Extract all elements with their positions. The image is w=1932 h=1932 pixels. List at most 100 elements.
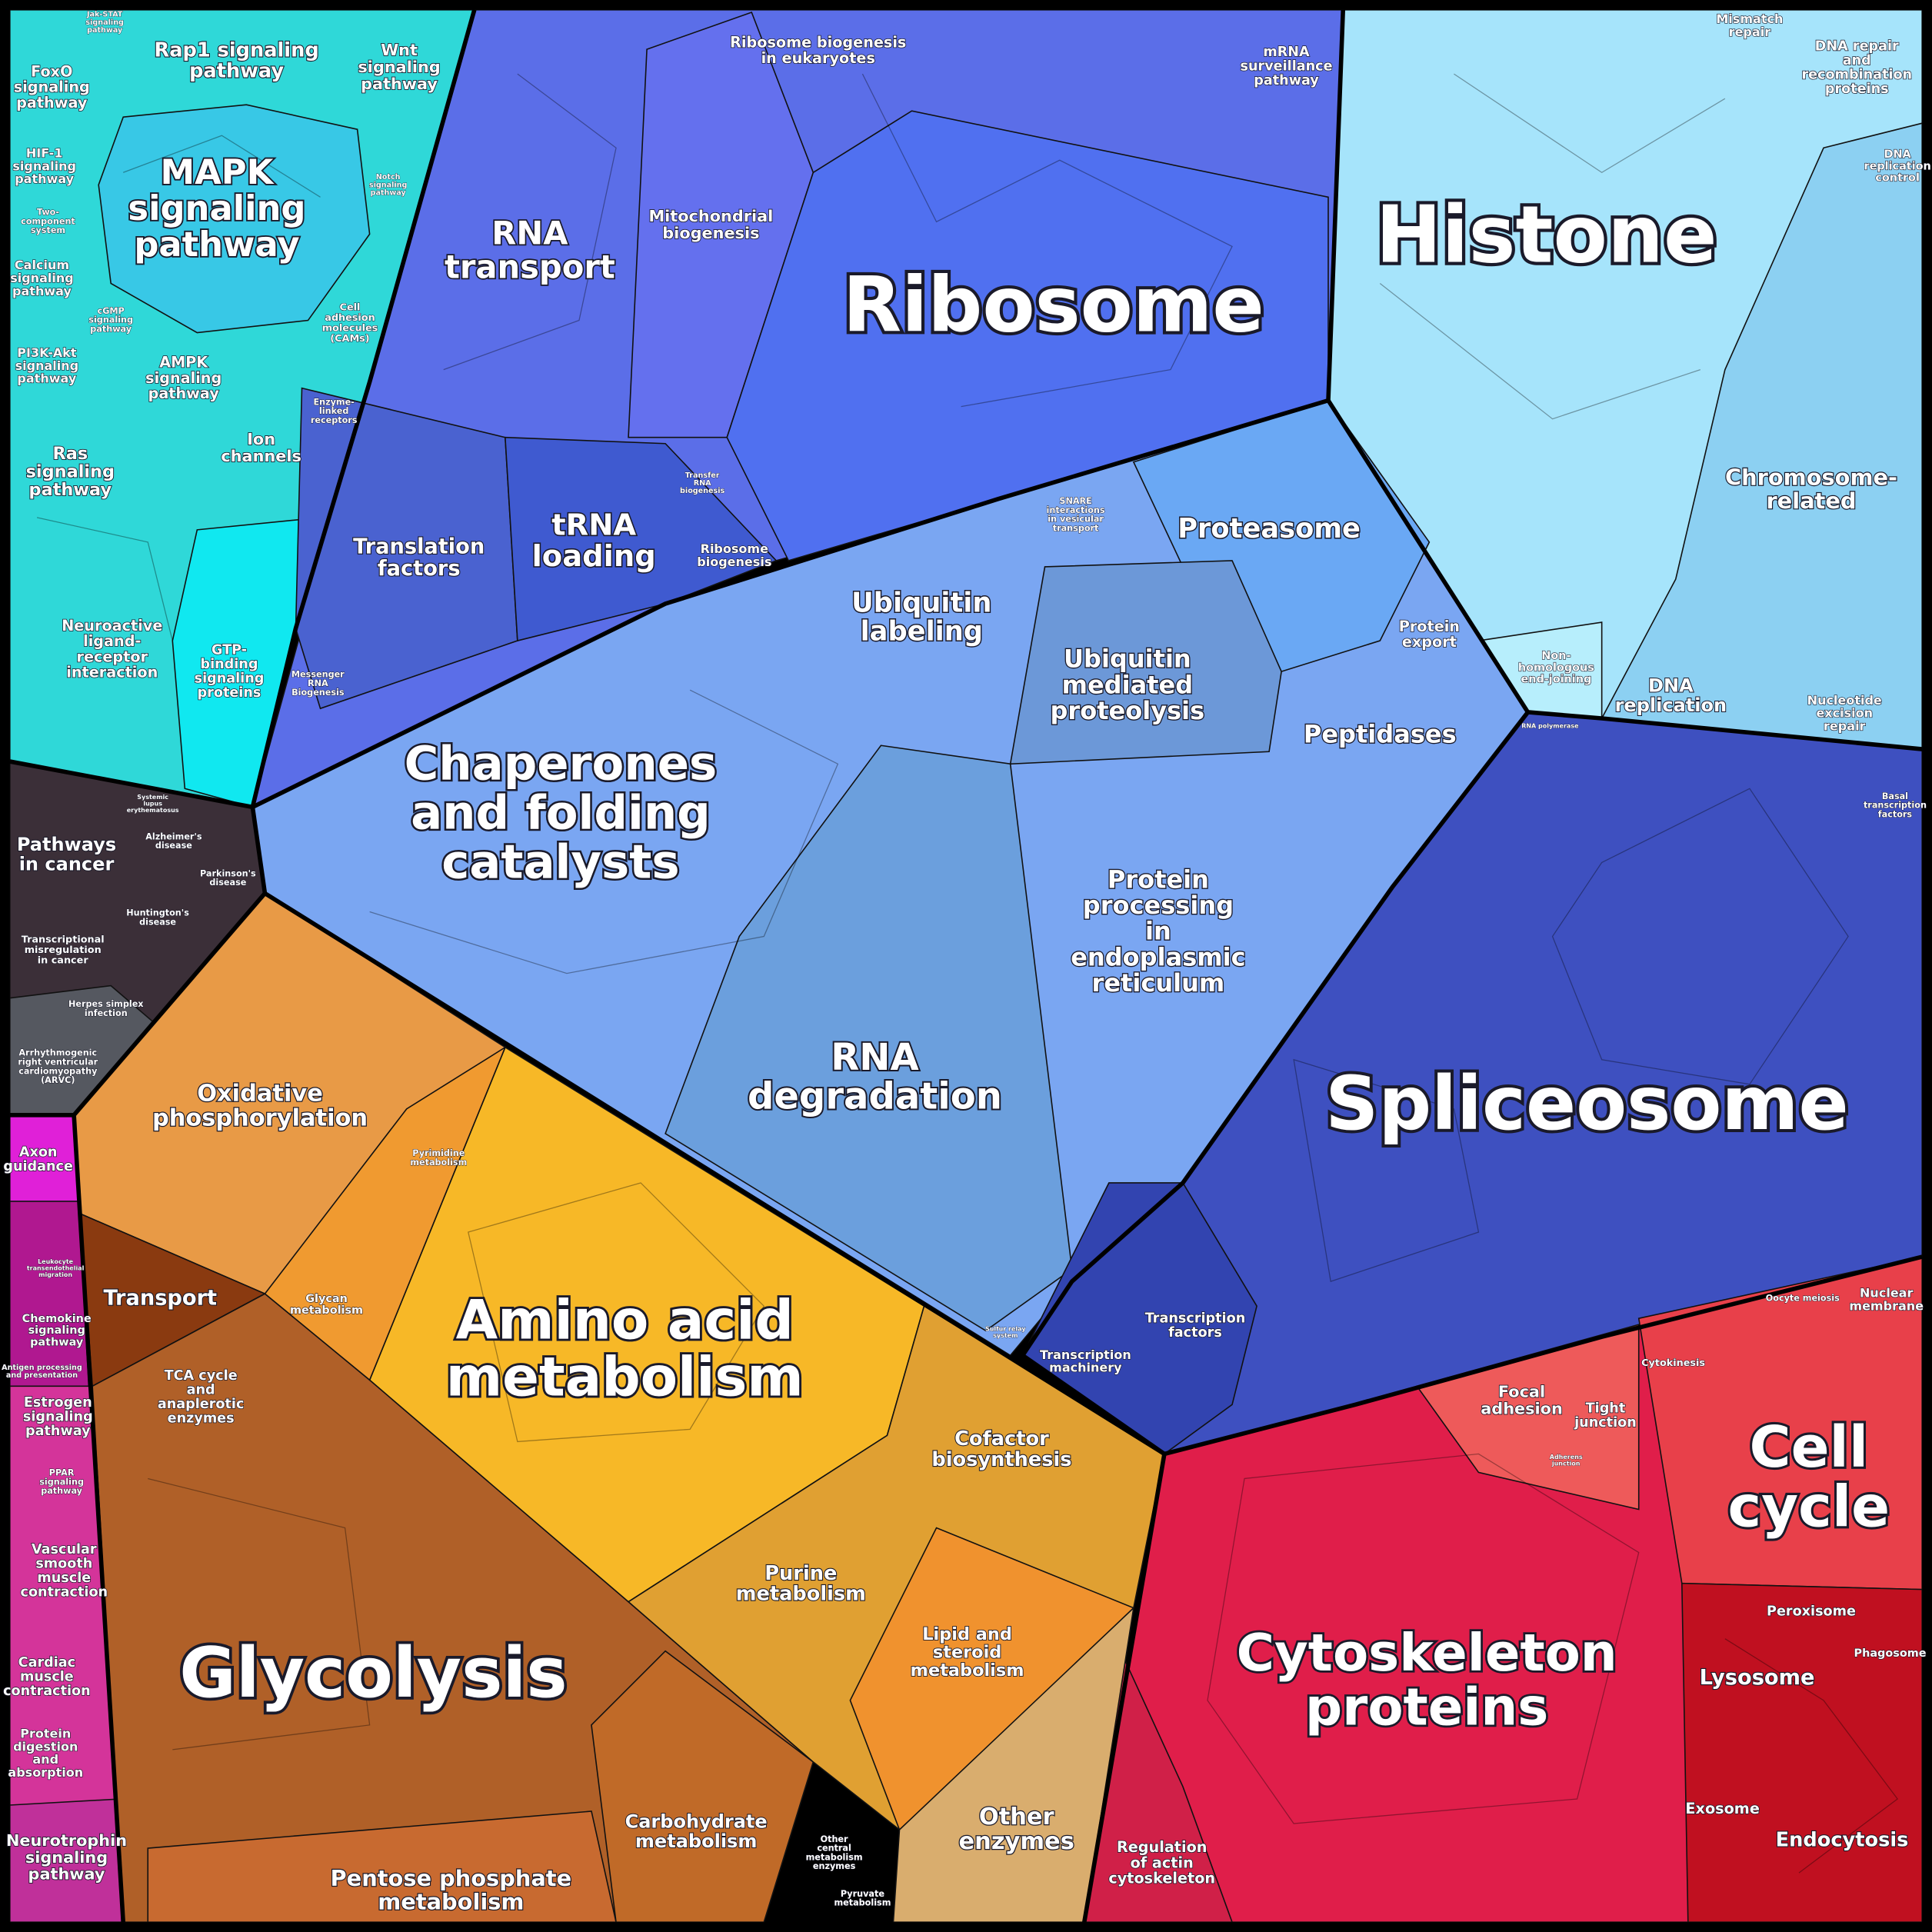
region-label: Cardiac muscle contraction xyxy=(3,1655,91,1699)
label-line: pathway xyxy=(29,480,112,500)
label-line: Leukocyte xyxy=(38,1258,74,1265)
region-label: Systemic lupus erythematosus xyxy=(127,794,179,814)
carbohydrate-region xyxy=(591,1650,814,1923)
label-line: AMPK xyxy=(159,353,208,371)
region-label: Protein export xyxy=(1399,617,1460,650)
label-line: Basal xyxy=(1882,791,1908,801)
label-line: Lipid and xyxy=(922,1624,1012,1644)
label-line: enzymes xyxy=(813,1861,856,1871)
region-label: Rap1 signaling pathway xyxy=(154,39,318,83)
region-label: Pyruvate metabolism xyxy=(834,1889,891,1908)
region-label: Chemokine signaling pathway xyxy=(22,1313,92,1348)
region-label: Vascular smooth muscle contraction xyxy=(21,1542,108,1601)
region-label: Pyrimidine metabolism xyxy=(410,1148,467,1168)
label-line: Purine xyxy=(764,1562,837,1585)
region-label: Other enzymes xyxy=(959,1804,1074,1855)
label-line: contraction xyxy=(3,1684,91,1699)
label-line: (ARVC) xyxy=(41,1075,75,1085)
region-label: Antigen processing and presentation xyxy=(2,1364,82,1380)
region-label: Arrhythmogenic right ventricular cardiomyo… xyxy=(18,1048,98,1085)
label-line: Transcriptional xyxy=(22,934,105,945)
label-line: signaling xyxy=(369,181,408,189)
label-line: replication xyxy=(1615,695,1727,716)
label-line: linked xyxy=(319,406,348,416)
label-line: and presentation xyxy=(6,1371,78,1380)
label-line: Oxidative xyxy=(197,1080,323,1107)
region-label: Nuclear membrane xyxy=(1849,1285,1924,1313)
region-label: FoxO signaling pathway xyxy=(14,62,90,111)
region-label: Ubiquitin mediated proteolysis xyxy=(1050,645,1204,725)
border xyxy=(72,1114,126,1923)
region-label: Estrogen signaling pathway xyxy=(23,1395,93,1439)
label-line: lupus xyxy=(143,800,162,807)
label-line: signaling xyxy=(358,58,440,76)
label-line: migration xyxy=(38,1271,72,1277)
label-line: proteins xyxy=(1825,82,1889,97)
label-line: signaling xyxy=(10,271,74,285)
region-label: Pathways in cancer xyxy=(17,834,116,874)
label-line: HIF-1 xyxy=(26,145,63,160)
label-line: degradation xyxy=(748,1075,1002,1118)
label-line: metabolism xyxy=(806,1852,863,1862)
border xyxy=(9,806,268,1118)
label-line: Rap1 signaling xyxy=(154,39,318,62)
label-line: transport xyxy=(445,248,615,285)
label-line: Parkinson's xyxy=(200,868,256,878)
label-line: control xyxy=(1875,172,1920,184)
border xyxy=(1326,399,1923,751)
region-label: DNA repair and recombination proteins xyxy=(1801,38,1912,97)
ubiquitin-region xyxy=(1009,560,1282,765)
label-line: machinery xyxy=(1049,1360,1122,1374)
label-line: mediated xyxy=(1062,670,1194,699)
label-line: Herpes simplex xyxy=(68,999,144,1009)
region-label: Peroxisome xyxy=(1767,1604,1856,1619)
label-line: signaling xyxy=(39,1477,84,1487)
label-line: system xyxy=(993,1332,1018,1339)
region-label: Huntington's disease xyxy=(126,908,189,928)
label-line: Endocytosis xyxy=(1776,1828,1909,1851)
region-label: Alzheimer's disease xyxy=(145,831,202,851)
label-line: Protein xyxy=(1399,617,1460,635)
label-line: factors xyxy=(1168,1325,1222,1341)
label-line: RNA polymerase xyxy=(1521,722,1579,729)
region-label: Non-homologous end-joining xyxy=(1518,650,1594,685)
label-line: Lysosome xyxy=(1700,1665,1815,1689)
label-line: Neuroactive xyxy=(62,616,162,634)
region-label: Transport xyxy=(103,1286,217,1310)
label-line: in cancer xyxy=(38,954,89,966)
label-line: signaling xyxy=(23,1409,93,1424)
label-line: signaling xyxy=(15,358,79,372)
label-line: membrane xyxy=(1849,1298,1924,1313)
label-line: DNA xyxy=(1648,675,1694,697)
region-label: PPAR signaling pathway xyxy=(39,1467,84,1496)
label-line: pathway xyxy=(1254,73,1319,88)
label-line: biogenesis xyxy=(680,487,725,495)
region-label: Ribosome biogenesis in eukaryotes xyxy=(730,33,906,66)
region-label: Cell cycle xyxy=(1727,1415,1890,1540)
label-line: mRNA xyxy=(1263,45,1310,60)
label-line: Chemokine xyxy=(22,1313,92,1325)
label-line: in cancer xyxy=(19,853,115,874)
label-line: and folding xyxy=(411,785,711,840)
label-line: pathway xyxy=(134,224,299,265)
label-line: Pyrimidine xyxy=(412,1148,465,1158)
label-line: muscle xyxy=(37,1571,91,1586)
label-line: Ubiquitin xyxy=(1064,645,1191,674)
label-line: Transcription xyxy=(1040,1347,1131,1361)
label-line: pathway xyxy=(17,371,76,385)
region-label: RNA degradation xyxy=(748,1036,1002,1118)
label-line: excision xyxy=(1816,705,1873,720)
region-label: Chaperones and folding catalysts xyxy=(405,736,718,889)
label-line: disease xyxy=(139,917,176,927)
label-line: biogenesis xyxy=(697,554,771,568)
region-label: Neuroactive ligand-receptor interaction xyxy=(62,616,162,681)
label-line: Estrogen xyxy=(24,1395,92,1411)
region-label: Protein digestion and absorption xyxy=(8,1726,83,1779)
region-label: Other central metabolism enzymes xyxy=(806,1834,863,1871)
label-line: disease xyxy=(155,841,192,851)
label-line: catalysts xyxy=(441,834,679,889)
label-line: signaling xyxy=(14,78,90,95)
label-line: in xyxy=(1145,917,1171,946)
label-line: Chromosome- xyxy=(1725,464,1897,490)
